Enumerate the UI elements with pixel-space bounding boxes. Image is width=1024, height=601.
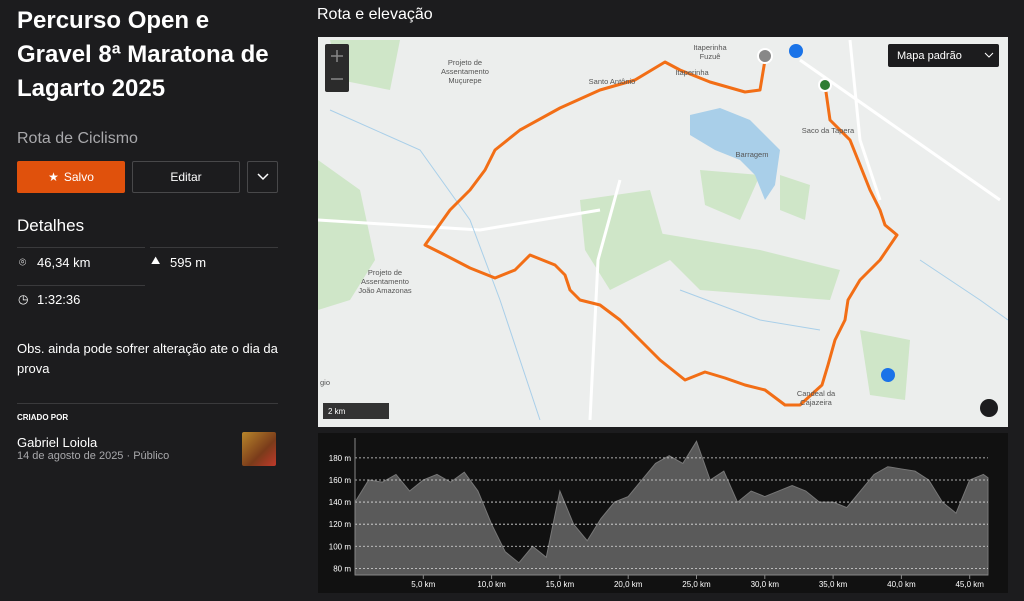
date: 14 de agosto de 2025 — [17, 450, 124, 462]
y-tick-label: 80 m — [333, 564, 351, 573]
elevation: 595 m — [170, 255, 207, 270]
y-tick-label: 140 m — [329, 498, 352, 507]
x-tick-label: 45,0 km — [955, 580, 984, 589]
elevation-area — [354, 440, 989, 576]
creator-name: Gabriel Loiola — [17, 435, 98, 450]
x-tick-label: 35,0 km — [819, 580, 848, 589]
details-heading: Detalhes — [17, 216, 85, 235]
rivers — [329, 109, 1008, 421]
edit-button[interactable]: Editar — [132, 161, 240, 193]
saved-label: Salvo — [63, 170, 94, 184]
x-tick-label: 25,0 km — [682, 580, 711, 589]
roads — [318, 39, 1001, 421]
green-areas — [318, 40, 910, 400]
edit-label: Editar — [170, 170, 202, 184]
saved-button[interactable]: ★ Salvo — [17, 161, 125, 193]
separator — [17, 403, 278, 404]
avatar[interactable] — [242, 432, 276, 466]
place-label: gio — [320, 378, 330, 387]
place-label: Projeto de Assentamento Muçurepe — [441, 58, 489, 85]
visibility: Público — [133, 450, 170, 462]
x-tick-label: 30,0 km — [751, 580, 780, 589]
x-tick-label: 5,0 km — [411, 580, 435, 589]
scale-bar — [323, 403, 389, 419]
more-button[interactable] — [247, 161, 278, 193]
route-title: Percurso Open e Gravel 8ª Maratona de La… — [17, 7, 269, 102]
start-marker — [818, 78, 832, 92]
separator — [17, 247, 145, 248]
separator — [150, 247, 278, 248]
creator-label: CRIADO POR — [17, 413, 69, 422]
y-tick-label: 100 m — [329, 542, 352, 551]
creator-meta: 14 de agosto de 2025 · Público — [17, 450, 170, 462]
finish-marker — [757, 48, 773, 64]
distance: 46,34 km — [37, 255, 91, 270]
note: Obs. ainda pode sofrer alteração ate o d… — [17, 341, 278, 376]
zoom-icons — [331, 50, 343, 80]
time: 1:32:36 — [37, 292, 81, 307]
x-tick-label: 40,0 km — [887, 580, 916, 589]
x-tick-label: 15,0 km — [546, 580, 575, 589]
y-tick-label: 160 m — [329, 476, 352, 485]
route-type: Rota de Ciclismo — [17, 130, 138, 147]
y-tick-label: 180 m — [329, 454, 352, 463]
chevron — [984, 52, 994, 58]
scale-label: 2 km — [328, 407, 346, 416]
map-style: Mapa padrão — [897, 50, 962, 62]
place-label: Barragem — [736, 150, 769, 159]
photo-marker[interactable] — [789, 44, 803, 58]
place-label: Itaperinha Fuzuê — [693, 43, 727, 61]
clock-icon: ◷ — [18, 292, 29, 306]
place-label: Itaperinha — [675, 68, 709, 77]
info-button[interactable] — [980, 399, 998, 417]
place-label: Santo Antônio — [589, 77, 636, 86]
x-tick-label: 10,0 km — [477, 580, 506, 589]
elev-icon: ⛰ — [151, 255, 161, 267]
pin-icon: ⌾ — [19, 255, 27, 269]
place-label: Candeal da Cajazeira — [797, 389, 836, 407]
x-tick-label: 20,0 km — [614, 580, 643, 589]
section-title: Rota e elevação — [317, 6, 433, 23]
place-label: Projeto de Assentamento João Amazonas — [358, 268, 412, 295]
route — [423, 59, 899, 407]
separator — [17, 285, 145, 286]
y-tick-label: 120 m — [329, 520, 352, 529]
lake — [690, 108, 780, 200]
chevron — [256, 173, 269, 181]
photo-marker[interactable] — [881, 368, 895, 382]
map[interactable]: Projeto de Assentamento Muçurepe Itaperinh… — [318, 37, 1008, 427]
map-style-select[interactable] — [888, 44, 999, 67]
place-label: Saco da Tapera — [802, 126, 855, 135]
